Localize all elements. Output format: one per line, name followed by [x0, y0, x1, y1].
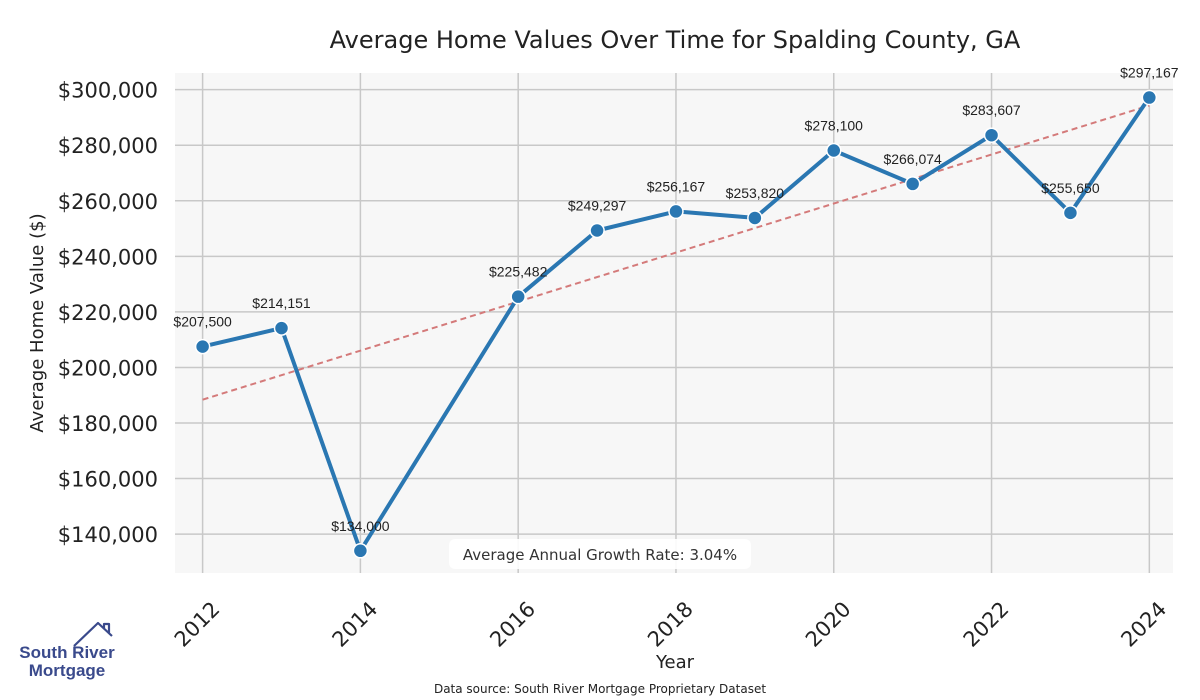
data-label: $255,650 [1041, 180, 1100, 196]
y-tick-label: $300,000 [58, 79, 158, 103]
data-point [668, 203, 684, 220]
x-axis-label: Year [655, 652, 695, 673]
data-label: $214,151 [252, 295, 311, 311]
y-axis-label: Average Home Value ($) [27, 213, 48, 432]
data-label: $207,500 [173, 314, 232, 330]
points-layer [194, 89, 1158, 559]
data-label: $283,607 [962, 102, 1021, 118]
data-point [1141, 89, 1158, 106]
x-axis-ticks: 2012 2014 2016 2018 2020 2022 2024 [170, 597, 1171, 652]
data-label: $278,100 [805, 118, 864, 134]
data-point [826, 142, 842, 159]
y-tick-label: $220,000 [58, 301, 158, 325]
house-icon [73, 621, 113, 647]
data-labels: $207,500 $214,151 $134,000 $225,482 $249,297… [173, 65, 1178, 534]
data-label: $225,482 [489, 264, 548, 280]
x-tick-label: 2016 [485, 597, 540, 652]
data-point [273, 320, 290, 336]
growth-rate-annotation: Average Annual Growth Rate: 3.04% [463, 546, 737, 564]
y-tick-label: $240,000 [58, 245, 158, 269]
x-tick-label: 2024 [1116, 597, 1171, 652]
series-line [202, 96, 1151, 553]
y-tick-label: $200,000 [58, 356, 158, 380]
data-label: $256,167 [647, 178, 706, 194]
data-label: $249,297 [568, 198, 627, 214]
x-tick-label: 2012 [170, 597, 225, 652]
data-point [747, 210, 763, 226]
plot-area [175, 73, 1173, 573]
logo-line2: Mortgage [29, 661, 106, 680]
y-tick-label: $280,000 [58, 134, 158, 158]
y-tick-label: $260,000 [58, 190, 158, 214]
x-tick-label: 2022 [959, 597, 1014, 652]
data-source: Data source: South River Mortgage Propri… [434, 682, 766, 696]
trend-line [202, 104, 1150, 401]
data-point [904, 176, 921, 192]
trend-layer [202, 104, 1150, 401]
y-tick-label: $140,000 [58, 523, 158, 547]
logo: South River Mortgage [19, 621, 115, 680]
data-point [352, 543, 369, 559]
data-label: $253,820 [726, 185, 785, 201]
annotation-box [449, 539, 751, 569]
y-axis-ticks: $140,000 $160,000 $180,000 $200,000 $220,000… [58, 79, 158, 547]
data-point [194, 338, 211, 355]
series-layer [202, 96, 1151, 553]
y-tick-label: $180,000 [58, 412, 158, 436]
data-label: $134,000 [331, 518, 390, 534]
x-tick-label: 2018 [643, 597, 698, 652]
chart-title: Average Home Values Over Time for Spaldi… [330, 26, 1021, 54]
data-point [510, 288, 526, 305]
logo-line1: South River [19, 643, 115, 662]
grid [175, 73, 1173, 573]
data-label: $297,167 [1120, 65, 1179, 81]
data-point [589, 222, 605, 239]
x-tick-label: 2014 [328, 597, 383, 652]
data-point [1062, 205, 1079, 221]
data-label: $266,074 [883, 151, 942, 167]
data-point [983, 127, 1000, 143]
x-tick-label: 2020 [801, 597, 856, 652]
y-tick-label: $160,000 [58, 468, 158, 492]
growth-annotation: Average Annual Growth Rate: 3.04% [449, 539, 751, 569]
